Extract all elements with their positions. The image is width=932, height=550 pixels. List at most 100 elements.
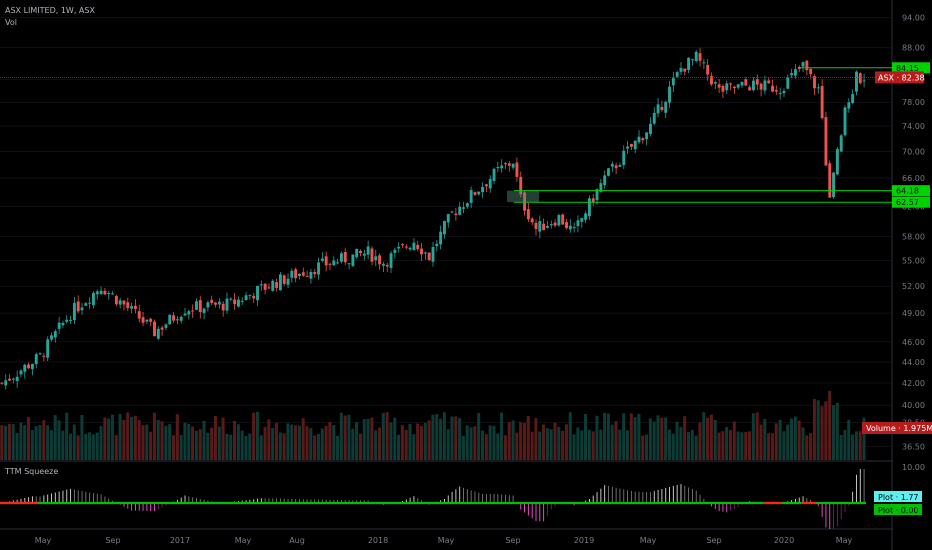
- level-tag: [892, 62, 930, 74]
- candle-body: [244, 295, 248, 301]
- volume-bar: [294, 425, 298, 460]
- price-tick-label: 70.00: [902, 147, 925, 156]
- candle: [69, 315, 73, 324]
- volume-bar: [404, 429, 408, 460]
- volume-bar: [851, 434, 855, 460]
- volume-bar: [427, 420, 431, 460]
- candle-body: [378, 255, 382, 265]
- candle: [214, 301, 217, 308]
- volume-bar: [80, 414, 84, 460]
- candle: [343, 247, 347, 265]
- candle: [267, 283, 271, 290]
- volume-bar: [240, 430, 244, 460]
- candle: [511, 163, 515, 170]
- candle: [202, 307, 206, 320]
- candle-body: [294, 269, 298, 279]
- volume-tag-label: Volume · 1.975M: [866, 424, 932, 433]
- volume-bar: [423, 423, 427, 460]
- volume-bar: [263, 426, 267, 460]
- candle-body: [313, 272, 317, 275]
- candle-body: [412, 242, 416, 250]
- candle: [92, 290, 95, 309]
- candle-body: [675, 72, 679, 77]
- volume-bar: [587, 429, 591, 460]
- candle: [4, 374, 8, 390]
- candle: [732, 85, 736, 94]
- volume-bar: [336, 435, 340, 460]
- volume-bar: [225, 433, 229, 460]
- volume-bar: [339, 412, 343, 460]
- candle: [99, 286, 103, 295]
- candle: [832, 171, 836, 199]
- volume-bar: [4, 425, 8, 460]
- volume-bar: [244, 435, 248, 460]
- price-tick-label: 49.00: [902, 309, 925, 318]
- time-tick-label: 2019: [574, 536, 594, 545]
- volume-bar: [374, 430, 378, 460]
- volume-legend[interactable]: Vol: [5, 18, 17, 27]
- candle: [320, 252, 324, 263]
- candle-body: [282, 275, 286, 284]
- candle: [191, 304, 195, 318]
- candle: [580, 217, 584, 228]
- volume-bar: [759, 424, 763, 460]
- volume-bar: [774, 423, 778, 460]
- candle-body: [771, 85, 774, 92]
- candle-body: [164, 324, 168, 328]
- candle-body: [473, 192, 477, 195]
- volume-bar: [583, 413, 588, 460]
- candle-body: [790, 73, 794, 76]
- candle-body: [492, 168, 496, 181]
- volume-bar: [11, 424, 15, 460]
- volume-bar: [248, 433, 252, 460]
- candle-body: [736, 84, 740, 88]
- candle-body: [843, 107, 847, 136]
- candle: [523, 190, 527, 216]
- candle: [290, 268, 294, 283]
- volume-bar: [713, 419, 717, 460]
- candle-body: [389, 253, 393, 269]
- price-tick-label: 42.00: [902, 379, 925, 388]
- candle-body: [561, 214, 565, 225]
- volume-bar: [400, 425, 404, 460]
- candle: [137, 304, 141, 323]
- volume-bar: [606, 413, 610, 460]
- candle: [317, 257, 321, 280]
- candle-body: [591, 198, 595, 203]
- candle-body: [153, 321, 156, 337]
- symbol-legend[interactable]: ASX LIMITED, 1W, ASX: [5, 6, 95, 15]
- candle: [851, 89, 855, 104]
- volume-bar: [805, 435, 809, 460]
- candle: [282, 274, 286, 287]
- volume-bar: [267, 419, 271, 460]
- volume-bar: [416, 423, 420, 460]
- candle: [278, 271, 282, 291]
- volume-bar: [435, 413, 439, 460]
- candle: [435, 239, 439, 252]
- candle: [50, 332, 53, 342]
- candle: [389, 250, 393, 273]
- candle-body: [145, 319, 149, 322]
- candle-body: [748, 87, 752, 91]
- volume-bar: [126, 412, 130, 460]
- candle-body: [4, 380, 8, 386]
- volume-bar: [694, 435, 698, 460]
- indicator-legend[interactable]: TTM Squeeze: [5, 467, 58, 476]
- candle-body: [248, 294, 252, 296]
- time-tick-label: Aug: [289, 536, 305, 545]
- candle-body: [637, 136, 641, 143]
- volume-bar: [271, 427, 275, 460]
- time-tick-label: May: [836, 536, 853, 545]
- candle-body: [477, 191, 481, 195]
- candle: [34, 352, 38, 369]
- candle-body: [256, 285, 259, 301]
- candle: [401, 243, 404, 248]
- candle-body: [397, 246, 401, 249]
- candle-body: [206, 302, 210, 308]
- volume-bar: [667, 429, 671, 460]
- volume-bar: [118, 413, 122, 460]
- volume-bar: [454, 416, 458, 460]
- volume-bar: [675, 421, 679, 460]
- level-tag: [892, 185, 930, 197]
